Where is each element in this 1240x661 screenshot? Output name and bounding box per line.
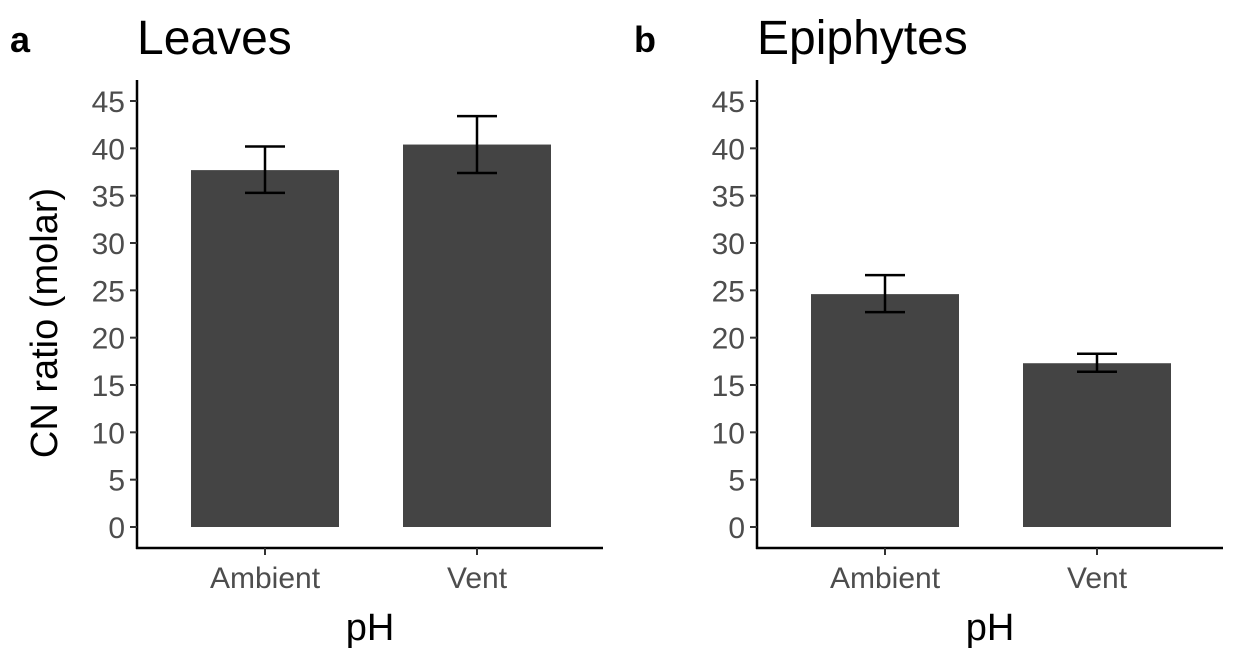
bar-epiphytes-vent xyxy=(1023,363,1171,527)
y-tick-label: 10 xyxy=(92,417,125,450)
y-tick-label: 10 xyxy=(712,417,745,450)
error-bar-leaves-vent xyxy=(457,114,497,175)
x-axis-title-epiphytes: pH xyxy=(966,607,1015,649)
y-tick-label: 20 xyxy=(92,323,125,356)
y-tick-label: 30 xyxy=(712,228,745,261)
y-tick-label: 40 xyxy=(712,133,745,166)
y-tick-label: 15 xyxy=(92,370,125,403)
x-tick-label-ambient: Ambient xyxy=(210,562,321,595)
y-tick-label: 35 xyxy=(712,181,745,214)
panel-title-epiphytes: Epiphytes xyxy=(757,12,968,65)
bar-leaves-ambient xyxy=(191,170,339,527)
y-tick-label: 25 xyxy=(92,275,125,308)
y-tick-label: 5 xyxy=(728,465,745,498)
y-tick-label: 45 xyxy=(92,86,125,119)
panel-leaves: a Leaves pH CN ratio (molar) 0 5 10 15 20 25 3… xyxy=(10,12,603,649)
error-bar-epiphytes-vent xyxy=(1077,352,1117,373)
panel-letter-b: b xyxy=(634,19,656,60)
x-tick-label-ambient: Ambient xyxy=(830,562,941,595)
y-tick-label: 20 xyxy=(712,323,745,356)
error-bar-leaves-ambient xyxy=(245,145,285,195)
error-bar-epiphytes-ambient xyxy=(865,273,905,314)
y-tick-label: 25 xyxy=(712,275,745,308)
panel-epiphytes: b Epiphytes pH 0 5 10 15 20 25 30 35 40 45 Ambient… xyxy=(634,12,1223,649)
y-tick-label: 40 xyxy=(92,133,125,166)
panel-title-leaves: Leaves xyxy=(137,12,292,65)
y-tick-label: 15 xyxy=(712,370,745,403)
x-axis-title-leaves: pH xyxy=(346,607,395,649)
bar-leaves-vent xyxy=(403,144,551,527)
y-tick-label: 45 xyxy=(712,86,745,119)
y-tick-label: 0 xyxy=(108,512,125,545)
y-axis-title-leaves: CN ratio (molar) xyxy=(24,188,66,458)
y-tick-label: 35 xyxy=(92,181,125,214)
x-tick-label-vent: Vent xyxy=(1067,562,1128,595)
y-tick-label: 30 xyxy=(92,228,125,261)
x-tick-label-vent: Vent xyxy=(447,562,508,595)
panel-letter-a: a xyxy=(10,19,31,60)
y-tick-label: 0 xyxy=(728,512,745,545)
bar-epiphytes-ambient xyxy=(811,294,959,527)
y-tick-label: 5 xyxy=(108,465,125,498)
